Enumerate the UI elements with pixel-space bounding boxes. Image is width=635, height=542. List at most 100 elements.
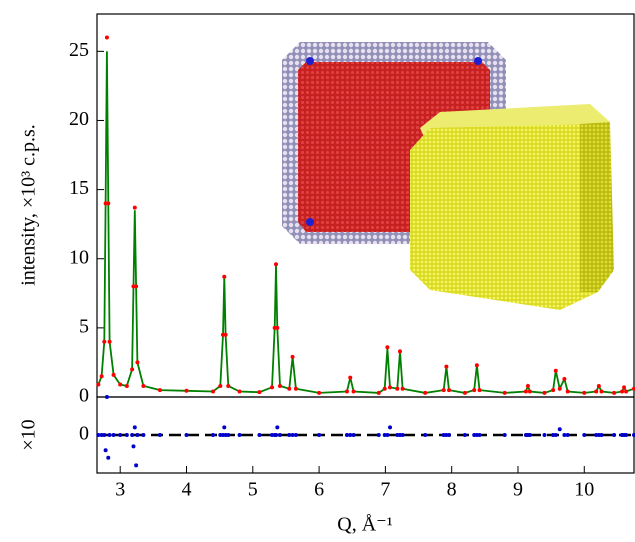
- data-point: [124, 383, 129, 388]
- data-point: [104, 35, 109, 40]
- data-point: [599, 389, 604, 394]
- data-point: [287, 386, 292, 391]
- data-point: [290, 433, 295, 437]
- data-point: [553, 368, 558, 373]
- data-point: [131, 444, 136, 449]
- x-tick-label: 5: [248, 479, 258, 501]
- data-point: [211, 389, 216, 394]
- data-point: [184, 388, 189, 393]
- data-point: [385, 345, 390, 350]
- data-point: [444, 364, 449, 369]
- data-point: [542, 433, 547, 437]
- data-point: [553, 433, 558, 437]
- data-point: [287, 433, 292, 437]
- data-point: [237, 433, 242, 437]
- data-point: [622, 385, 627, 390]
- data-point: [502, 433, 507, 437]
- data-point: [351, 389, 356, 394]
- data-point: [562, 377, 567, 382]
- data-point: [157, 433, 162, 437]
- data-point: [107, 339, 112, 344]
- data-point: [223, 332, 228, 337]
- x-tick-label: 9: [513, 479, 523, 501]
- data-point: [620, 389, 625, 394]
- inset-cube: [410, 104, 614, 310]
- data-point: [102, 433, 107, 437]
- data-point: [565, 389, 570, 394]
- data-point: [565, 433, 570, 437]
- data-point: [124, 433, 129, 437]
- data-point: [222, 274, 227, 279]
- data-point: [102, 339, 107, 344]
- data-point: [211, 433, 216, 437]
- data-point: [104, 395, 109, 399]
- data-point: [111, 433, 116, 437]
- y-tick-label: 10: [69, 246, 89, 268]
- y-tick-label: 25: [69, 39, 89, 61]
- data-point: [290, 354, 295, 359]
- data-point: [423, 390, 428, 395]
- data-point: [388, 425, 393, 430]
- data-point: [348, 375, 353, 380]
- data-point: [134, 284, 139, 289]
- fit-line: [97, 51, 635, 394]
- data-point: [130, 433, 135, 437]
- data-point: [274, 262, 278, 267]
- x-tick-label: 4: [182, 479, 192, 501]
- data-point: [395, 386, 400, 391]
- data-point: [344, 389, 349, 394]
- data-point: [134, 463, 139, 468]
- data-point: [118, 382, 123, 387]
- y-axis-label: intensity, ×10³ c.p.s.: [18, 124, 40, 286]
- data-point: [141, 433, 146, 437]
- data-point: [462, 390, 467, 395]
- data-point: [118, 433, 123, 437]
- data-point: [270, 385, 275, 390]
- data-point: [582, 390, 587, 395]
- data-point: [99, 374, 104, 379]
- data-point: [277, 383, 282, 388]
- data-point: [141, 383, 146, 388]
- data-point: [477, 433, 482, 437]
- x-tick-label: 6: [314, 479, 324, 501]
- data-point: [274, 433, 278, 437]
- data-point: [527, 389, 532, 394]
- data-point: [226, 383, 231, 388]
- x-tick-label: 10: [574, 479, 594, 501]
- data-point: [447, 388, 452, 393]
- data-point: [385, 433, 390, 437]
- x-tick-label: 7: [380, 479, 390, 501]
- data-point: [462, 433, 467, 437]
- y-tick-label: 15: [69, 177, 89, 199]
- data-point: [594, 389, 599, 394]
- data-point: [400, 433, 405, 437]
- data-point: [502, 390, 507, 395]
- y-tick-label: 5: [79, 315, 89, 337]
- data-point: [277, 433, 282, 437]
- data-point: [400, 386, 405, 391]
- data-point: [382, 386, 387, 391]
- data-point: [632, 386, 635, 391]
- data-point: [344, 433, 349, 437]
- data-point: [397, 349, 402, 354]
- data-point: [551, 388, 556, 393]
- x-tick-label: 8: [447, 479, 457, 501]
- x-axis-label: Q, Å⁻¹: [337, 514, 392, 536]
- data-point: [275, 425, 280, 430]
- data-point: [130, 367, 135, 372]
- data-point: [107, 433, 112, 437]
- data-point: [132, 205, 137, 210]
- data-point: [317, 390, 322, 395]
- data-point: [157, 388, 162, 393]
- data-point: [477, 388, 482, 393]
- data-point: [582, 433, 587, 437]
- data-point: [348, 433, 353, 437]
- y-tick-label: 0: [79, 423, 89, 445]
- data-point: [474, 363, 479, 368]
- data-point: [111, 372, 116, 377]
- data-point: [557, 386, 562, 391]
- data-point: [624, 389, 629, 394]
- data-point: [599, 433, 604, 437]
